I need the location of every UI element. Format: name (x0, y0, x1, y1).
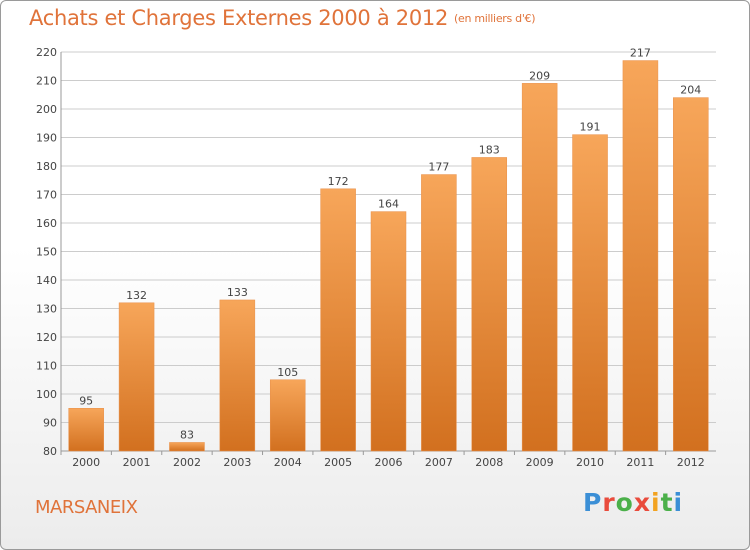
bar (219, 299, 256, 452)
data-labels: 95 132 83 133 105 172 164 177 183 209 191 217 204 (79, 47, 701, 442)
y-tick-label: 150 (36, 246, 57, 259)
y-tick-label: 120 (36, 331, 57, 344)
bar (169, 442, 205, 452)
bar (118, 302, 155, 452)
data-label: 133 (227, 286, 248, 299)
bar (572, 134, 608, 452)
bar (521, 83, 558, 452)
bar (320, 188, 356, 452)
data-label: 191 (580, 121, 601, 134)
x-tick-label: 2000 (72, 456, 100, 469)
bar (269, 379, 306, 452)
x-tick-label: 2012 (677, 456, 705, 469)
y-tick-label: 80 (43, 445, 57, 458)
chart-title-text: Achats et Charges Externes 2000 à 2012 (29, 6, 449, 30)
x-tick-label: 2005 (324, 456, 352, 469)
data-label: 204 (680, 84, 701, 97)
x-tick-label: 2008 (475, 456, 503, 469)
data-label: 172 (328, 175, 349, 188)
bar (421, 174, 457, 452)
data-label: 105 (277, 366, 298, 379)
x-tick-label: 2010 (576, 456, 604, 469)
bar (673, 97, 709, 452)
data-label: 177 (428, 161, 449, 174)
y-tick-label: 90 (43, 417, 57, 430)
y-tick-label: 130 (36, 303, 57, 316)
y-tick-labels: 80 90 100 110 120 130 140 150 160 170 180 190 200 210… (36, 46, 57, 458)
y-tick-label: 140 (36, 274, 57, 287)
y-tick-label: 170 (36, 189, 57, 202)
bar (622, 60, 659, 452)
y-tick-label: 180 (36, 160, 57, 173)
data-label: 183 (479, 143, 500, 156)
y-tick-label: 210 (36, 75, 57, 88)
bars (68, 60, 709, 452)
y-tick-label: 110 (36, 360, 57, 373)
data-label: 132 (126, 289, 147, 302)
data-label: 217 (630, 47, 651, 60)
data-label: 209 (529, 69, 550, 82)
y-tick-label: 100 (36, 388, 57, 401)
y-tick-label: 190 (36, 132, 57, 145)
place-label: MARSANEIX (35, 497, 138, 518)
bar (68, 408, 104, 452)
data-label: 95 (79, 394, 93, 407)
bar (471, 157, 508, 452)
y-tick-label: 200 (36, 103, 57, 116)
x-tick-label: 2007 (425, 456, 453, 469)
data-label: 164 (378, 198, 399, 211)
chart-subtitle: (en milliers d'€) (454, 12, 536, 25)
y-tick-label: 220 (36, 46, 57, 59)
x-tick-label: 2001 (123, 456, 151, 469)
x-tick-label: 2009 (526, 456, 554, 469)
x-tick-labels: 2000 2001 2002 2003 2004 2005 2006 2007 2008 2009… (72, 456, 705, 469)
data-label: 83 (180, 428, 194, 441)
x-tick-label: 2004 (274, 456, 302, 469)
x-tick-label: 2002 (173, 456, 201, 469)
chart-title: Achats et Charges Externes 2000 à 2012 (e… (29, 6, 536, 30)
bar (370, 211, 407, 452)
x-tick-label: 2003 (223, 456, 251, 469)
y-tick-label: 160 (36, 217, 57, 230)
x-tick-label: 2011 (626, 456, 654, 469)
proxiti-logo: Proxiti (583, 488, 684, 517)
x-tick-label: 2006 (375, 456, 403, 469)
